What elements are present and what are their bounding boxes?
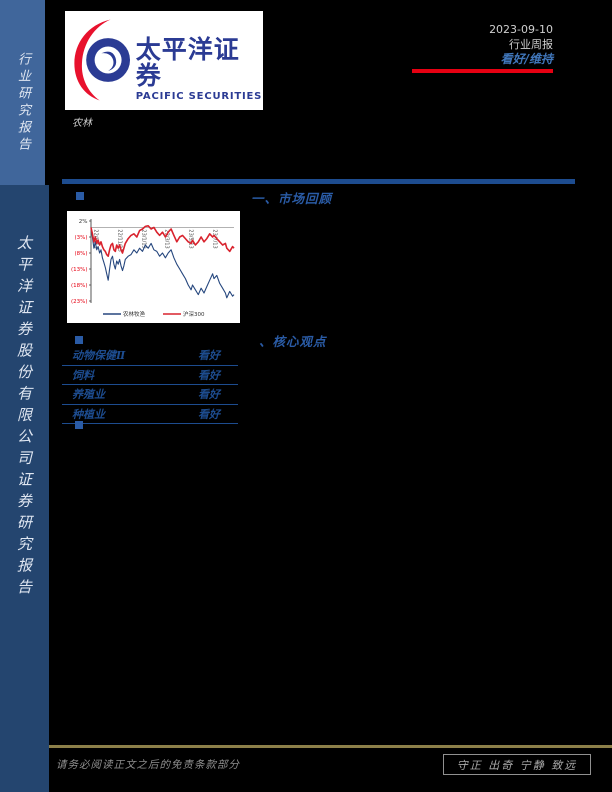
- pacific-securities-logo-icon: [74, 19, 131, 101]
- company-logo-text: 太平洋证券 PACIFIC SECURITIES: [135, 35, 263, 103]
- table-row: 饲料 看好: [62, 366, 238, 385]
- y-tick-label: (13%): [71, 267, 88, 273]
- x-tick-label: 23/7/13: [212, 229, 218, 248]
- series-农林牧渔: [90, 227, 235, 299]
- report-type: 行业周报: [509, 37, 553, 51]
- x-tick-label: 23/5/13: [188, 229, 194, 248]
- y-tick-label: (8%): [74, 251, 87, 257]
- company-name-en: PACIFIC SECURITIES: [135, 91, 263, 102]
- x-tick-label: 22/11/13: [117, 229, 123, 251]
- sidebar-report-type: 行业研究报告: [0, 0, 45, 185]
- x-tick-label: 23/3/13: [164, 229, 170, 248]
- header-meta: 2023-09-10 行业周报 看好/维持: [489, 23, 553, 67]
- industry-label: 农林: [72, 118, 92, 129]
- sub-industry-name: 饲料: [72, 368, 94, 382]
- industry-rating: 看好/维持: [500, 52, 553, 66]
- section-bullet: [76, 192, 84, 200]
- sub-industry-rating: 看好: [198, 407, 220, 421]
- y-tick-label: 2%: [79, 219, 88, 225]
- y-tick-label: (23%): [71, 299, 88, 305]
- company-name-cn: 太平洋证券: [135, 35, 240, 90]
- footer-disclaimer: 请务必阅读正文之后的免责条款部分: [56, 759, 240, 771]
- section-bullet: [75, 421, 83, 429]
- series-沪深300: [90, 225, 235, 258]
- legend-label: 沪深300: [183, 310, 205, 318]
- table-row: 动物保健Ⅱ 看好: [62, 346, 238, 366]
- sub-industry-rating: 看好: [198, 349, 220, 363]
- section-heading-core-view: 、核心观点: [259, 334, 327, 349]
- sidebar-company-label: 太平洋证券股份有限公司证券研究报告: [15, 235, 33, 601]
- legend-label: 农林牧渔: [123, 310, 146, 318]
- section-bullet: [75, 336, 83, 344]
- x-tick-label: 23/1/13: [140, 229, 146, 248]
- table-row: 种植业 看好: [62, 405, 238, 424]
- trend-chart-svg: 2%(3%)(8%)(13%)(18%)(23%)22/9/13 22/11/13…: [71, 219, 235, 318]
- y-tick-label: (18%): [71, 283, 88, 289]
- sidebar-report-type-label: 行业研究报告: [15, 52, 30, 154]
- table-row: 养殖业 看好: [62, 385, 238, 405]
- sub-industry-ratings-table: 动物保健Ⅱ 看好 饲料 看好 养殖业 看好 种植业 看好: [62, 346, 238, 424]
- sector-performance-chart: 2% (3%) (8%) (13%) (18%) (23%) 22/9/13 22/11/13…: [67, 211, 240, 323]
- y-tick-label: (3%): [74, 235, 87, 241]
- sub-industry-rating: 看好: [198, 368, 220, 382]
- footer-motto: 守正 出奇 宁静 致远: [443, 754, 591, 775]
- sub-industry-name: 动物保健Ⅱ: [72, 349, 126, 363]
- report-date: 2023-09-10: [489, 23, 553, 36]
- sub-industry-rating: 看好: [198, 388, 220, 402]
- sub-industry-name: 种植业: [72, 407, 105, 421]
- company-logo: 太平洋证券 PACIFIC SECURITIES: [65, 11, 263, 110]
- sidebar-company: 太平洋证券股份有限公司证券研究报告: [0, 185, 49, 792]
- header-divider: [62, 179, 575, 184]
- footer-divider: [49, 745, 612, 748]
- sub-industry-name: 养殖业: [72, 388, 105, 402]
- rating-underline: [412, 69, 553, 73]
- section-heading-market-review: 一、市场回顾: [251, 191, 333, 206]
